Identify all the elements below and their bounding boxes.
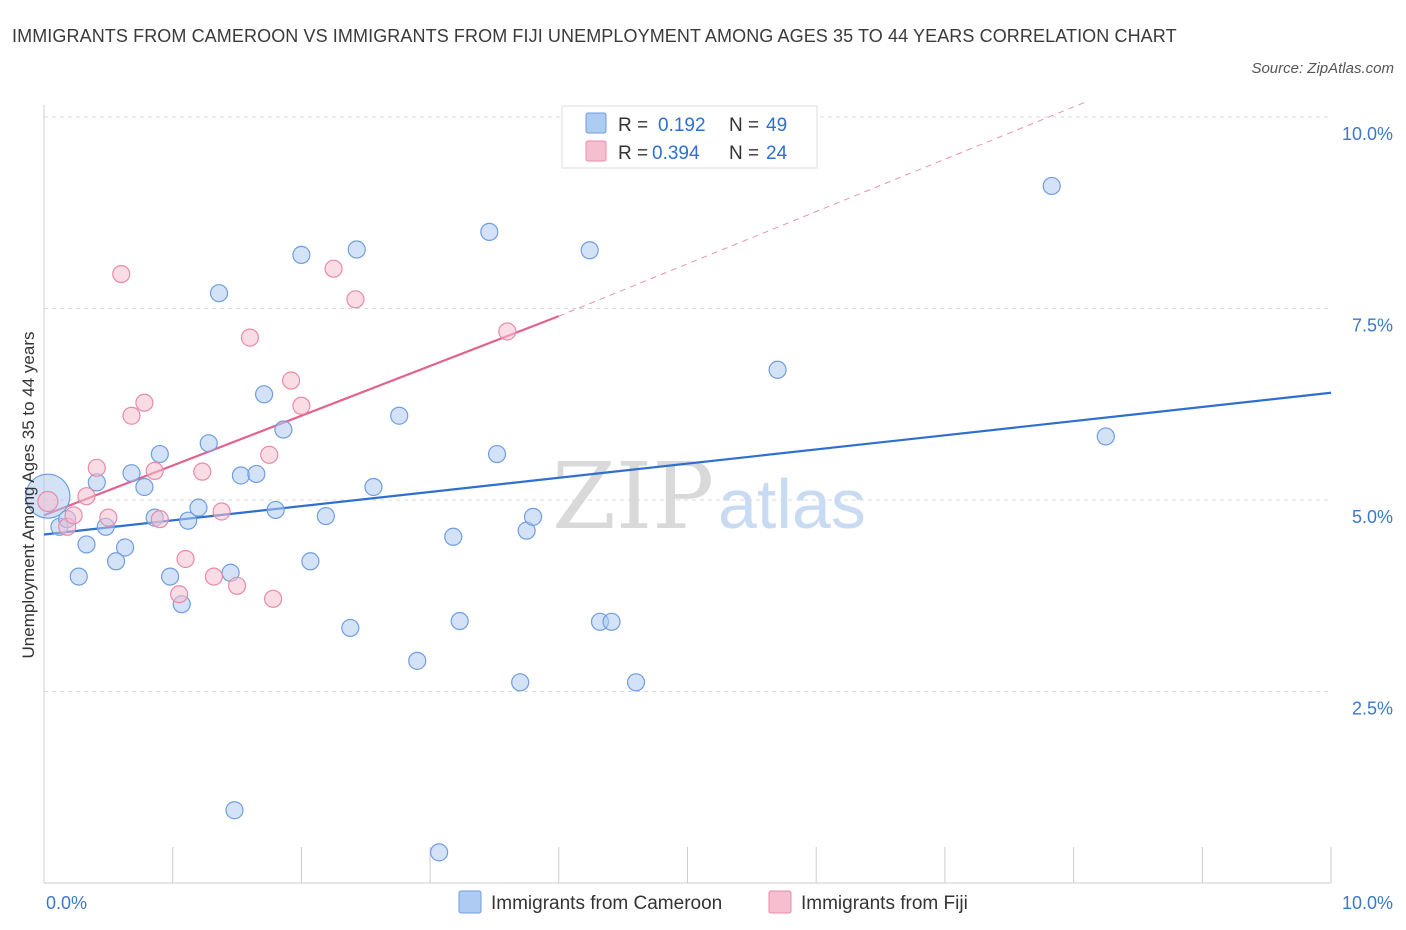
point-cameroon-9 — [122, 464, 141, 483]
point-fiji-9 — [145, 461, 164, 480]
bottom-legend-swatch-fiji — [768, 890, 792, 914]
x-tick-label-0: 0.0% — [46, 893, 87, 913]
point-cameroon-32 — [390, 406, 409, 425]
point-cameroon-41 — [523, 507, 543, 526]
grid-layer — [44, 116, 1331, 692]
point-cameroon-29 — [341, 618, 360, 638]
trend-line-cameroon — [43, 391, 1332, 536]
legend-n-label-fiji: N = — [729, 143, 759, 164]
point-fiji-17 — [240, 328, 260, 347]
points-layer — [25, 176, 1115, 862]
trend-extension-fiji — [558, 101, 1087, 317]
point-fiji-16 — [227, 576, 247, 595]
chart-source: Source: ZipAtlas.com — [1251, 60, 1394, 77]
bottom-legend-label-cameroon: Immigrants from Cameroon — [491, 893, 722, 914]
point-fiji-19 — [263, 589, 283, 608]
chart-title: IMMIGRANTS FROM CAMEROON VS IMMIGRANTS F… — [12, 26, 1177, 46]
point-fiji-15 — [212, 502, 231, 521]
point-cameroon-24 — [266, 500, 285, 520]
point-cameroon-12 — [150, 444, 169, 464]
point-fiji-0 — [37, 490, 59, 513]
point-cameroon-48 — [1096, 427, 1115, 446]
point-cameroon-44 — [602, 612, 621, 631]
point-cameroon-33 — [408, 651, 427, 670]
point-cameroon-37 — [480, 222, 499, 241]
point-cameroon-21 — [231, 466, 251, 485]
watermark-atlas: atlas — [718, 465, 866, 543]
point-cameroon-3 — [69, 567, 88, 586]
y-tick-label-2: 7.5% — [1352, 316, 1393, 336]
x-tick-label-1: 10.0% — [1342, 893, 1393, 913]
point-cameroon-8 — [115, 538, 135, 557]
legend-swatch-fiji — [585, 140, 607, 162]
point-cameroon-13 — [161, 567, 180, 586]
point-cameroon-31 — [364, 477, 383, 497]
point-cameroon-18 — [209, 284, 229, 303]
legend-n-value-fiji: 24 — [766, 143, 788, 164]
watermark: ZIP atlas — [552, 443, 866, 550]
point-cameroon-39 — [511, 673, 530, 692]
point-cameroon-7 — [106, 552, 126, 571]
point-fiji-2 — [64, 506, 83, 525]
point-fiji-20 — [282, 371, 301, 390]
legend-r-label-cameroon: R = — [618, 115, 648, 136]
y-tick-label-1: 5.0% — [1352, 507, 1393, 527]
y-axis-label: Unemployment Among Ages 35 to 44 years — [19, 332, 38, 659]
point-fiji-24 — [498, 322, 517, 341]
point-cameroon-35 — [444, 527, 463, 546]
point-fiji-11 — [170, 585, 189, 604]
point-fiji-21 — [292, 396, 311, 415]
point-cameroon-26 — [292, 245, 311, 264]
point-cameroon-34 — [430, 843, 449, 862]
point-cameroon-45 — [626, 673, 646, 692]
legend-r-value-cameroon: 0.192 — [658, 115, 706, 136]
point-fiji-6 — [112, 264, 131, 284]
point-cameroon-15 — [179, 511, 198, 530]
point-fiji-18 — [260, 445, 279, 464]
point-cameroon-4 — [77, 535, 96, 554]
point-fiji-8 — [135, 393, 154, 412]
point-cameroon-23 — [254, 385, 274, 404]
y-tick-label-0: 2.5% — [1352, 699, 1393, 719]
point-fiji-23 — [346, 290, 365, 309]
point-fiji-22 — [324, 259, 343, 278]
point-cameroon-38 — [487, 444, 507, 464]
point-fiji-3 — [77, 487, 96, 506]
point-cameroon-30 — [347, 240, 366, 259]
legend-n-label-cameroon: N = — [729, 115, 759, 136]
point-fiji-10 — [150, 510, 169, 529]
bottom-legend-label-fiji: Immigrants from Fiji — [801, 893, 968, 914]
point-fiji-14 — [204, 567, 223, 586]
point-cameroon-46 — [768, 360, 787, 379]
point-cameroon-17 — [199, 434, 218, 453]
point-fiji-13 — [193, 462, 212, 481]
legend-r-label-fiji: R = — [618, 143, 648, 164]
point-cameroon-16 — [189, 498, 208, 517]
point-cameroon-22 — [247, 464, 266, 484]
point-cameroon-10 — [135, 477, 154, 497]
point-cameroon-47 — [1042, 176, 1061, 196]
point-cameroon-20 — [225, 801, 244, 820]
legend-r-value-fiji: 0.394 — [652, 143, 700, 164]
y-tick-label-3: 10.0% — [1342, 124, 1393, 144]
legend-swatch-cameroon — [585, 112, 607, 134]
legend-n-value-cameroon: 49 — [766, 115, 787, 136]
point-cameroon-25 — [274, 420, 293, 439]
point-cameroon-28 — [316, 506, 335, 526]
axis-layer: 2.5% 5.0% 7.5% 10.0% 0.0% 10.0% — [43, 105, 1393, 913]
bottom-legend-swatch-cameroon — [458, 890, 482, 914]
point-fiji-7 — [122, 406, 141, 425]
point-fiji-4 — [87, 458, 106, 477]
legend: R = 0.192 N = 49 R = 0.394 N = 24 — [561, 105, 818, 169]
point-fiji-5 — [99, 508, 118, 527]
watermark-zip: ZIP — [552, 443, 714, 550]
point-fiji-12 — [176, 549, 195, 569]
bottom-legend: Immigrants from Cameroon Immigrants from… — [458, 890, 968, 914]
point-cameroon-27 — [301, 552, 320, 571]
point-cameroon-42 — [580, 241, 599, 260]
point-cameroon-36 — [450, 611, 469, 631]
